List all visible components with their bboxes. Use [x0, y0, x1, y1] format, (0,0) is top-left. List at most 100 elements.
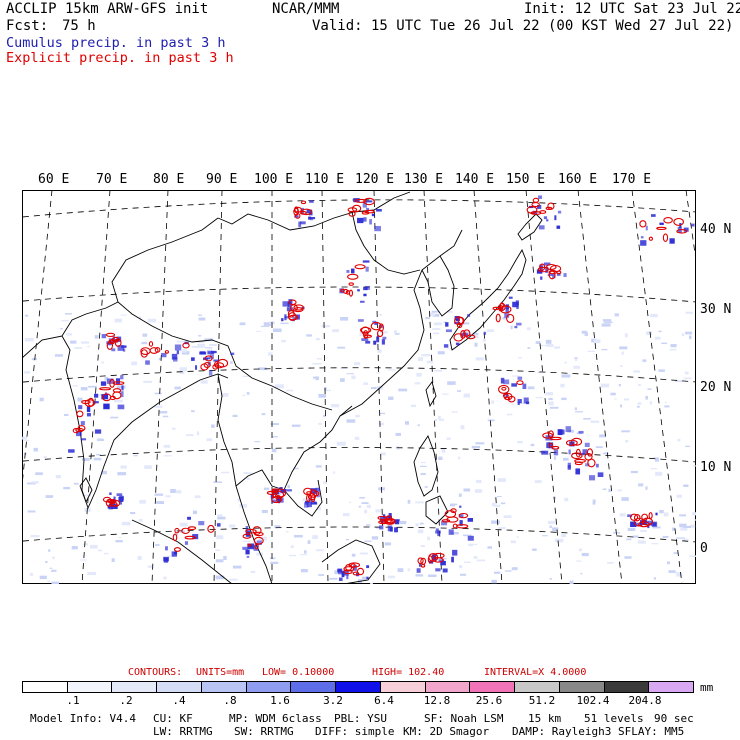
lon-label: 120 E: [355, 172, 395, 187]
cumulus-cell: [582, 449, 588, 454]
cumulus-cell: [382, 336, 387, 340]
explicit-contour: [348, 282, 354, 286]
light-precip-cell: [447, 310, 453, 313]
lon-label: 80 E: [153, 172, 185, 187]
light-precip-cell: [217, 514, 223, 517]
light-precip-cell: [470, 543, 478, 545]
light-precip-cell: [142, 333, 148, 337]
explicit-contour: [148, 341, 154, 347]
light-precip-cell: [354, 362, 361, 366]
cumulus-cell: [366, 576, 369, 580]
light-precip-cell: [507, 413, 513, 416]
cumulus-cell: [376, 208, 382, 212]
cumulus-cell: [360, 300, 365, 303]
cumulus-cell: [512, 301, 519, 308]
cumulus-cell: [543, 216, 548, 220]
light-precip-cell: [80, 387, 88, 391]
explicit-contour: [242, 533, 252, 539]
cumulus-cell: [100, 381, 107, 386]
lat-line-20n: [22, 367, 696, 383]
cumulus-cell: [306, 501, 312, 508]
light-precip-cell: [658, 330, 662, 333]
colorbar-label: 102.4: [576, 694, 610, 707]
explicit-contour: [537, 266, 549, 273]
cumulus-cell: [339, 288, 345, 294]
light-precip-cell: [583, 418, 591, 420]
light-precip-cell: [397, 520, 407, 525]
light-precip-cell: [564, 361, 567, 364]
light-precip-cell: [330, 404, 340, 408]
light-precip-cell: [163, 576, 167, 580]
light-precip-cell: [139, 316, 142, 320]
light-precip-cell: [623, 398, 630, 401]
light-precip-cell: [497, 478, 506, 482]
light-precip-cell: [98, 549, 103, 552]
light-precip-cell: [103, 552, 109, 555]
cumulus-cell: [310, 502, 318, 505]
cumulus-cell: [365, 200, 373, 203]
light-precip-cell: [446, 437, 451, 440]
cumulus-cell: [195, 365, 198, 370]
light-precip-cell: [345, 538, 350, 541]
model-info-damp: DAMP: Rayleigh3: [512, 725, 612, 738]
light-precip-cell: [510, 325, 513, 330]
explicit-contour: [354, 264, 366, 270]
explicit-contour: [99, 387, 112, 391]
light-precip-cell: [420, 461, 426, 464]
colorbar-cell: [649, 682, 694, 692]
light-precip-cell: [437, 351, 445, 355]
model-info-km: KM: 2D Smagor: [403, 725, 490, 738]
light-precip-cell: [154, 493, 164, 496]
light-precip-cell: [676, 494, 682, 498]
cumulus-cell: [640, 236, 644, 239]
explicit-contour: [347, 273, 359, 280]
light-precip-cell: [272, 328, 282, 333]
light-precip-cell: [213, 481, 222, 483]
model-title: ACCLIP 15km ARW-GFS init: [6, 1, 209, 17]
light-precip-cell: [424, 486, 428, 488]
light-precip-cell: [619, 513, 626, 517]
light-precip-cell: [432, 313, 440, 317]
light-precip-cell: [87, 572, 96, 576]
light-precip-cell: [574, 407, 578, 410]
light-precip-cell: [564, 497, 569, 502]
explicit-contour: [499, 305, 512, 314]
cumulus-cell: [373, 340, 377, 345]
explicit-contour: [72, 427, 80, 434]
light-precip-cell: [537, 371, 541, 374]
cumulus-cell: [554, 215, 557, 221]
light-precip-cell: [206, 438, 213, 442]
cumulus-cell: [304, 502, 309, 508]
cumulus-cell: [86, 412, 91, 417]
light-precip-cell: [496, 496, 502, 498]
cumulus-cell: [363, 293, 367, 297]
light-precip-cell: [121, 521, 131, 526]
light-precip-cell: [159, 411, 168, 414]
light-precip-cell: [468, 543, 474, 547]
light-precip-cell: [359, 552, 368, 555]
cumulus-cell: [565, 426, 572, 433]
explicit-contour: [81, 400, 91, 405]
light-precip-cell: [679, 523, 687, 528]
explicit-contour: [87, 397, 95, 407]
light-precip-cell: [417, 357, 424, 362]
explicit-contour: [638, 521, 650, 528]
light-precip-cell: [593, 339, 601, 344]
cumulus-cell: [78, 405, 83, 410]
light-precip-cell: [526, 327, 531, 331]
cumulus-cell: [683, 227, 689, 232]
explicit-contour: [549, 436, 562, 441]
light-precip-cell: [285, 531, 289, 533]
light-precip-cell: [434, 369, 443, 372]
light-precip-cell: [81, 458, 90, 461]
cumulus-cell: [597, 472, 604, 478]
light-precip-cell: [263, 322, 272, 326]
light-precip-cell: [274, 384, 284, 389]
light-precip-cell: [621, 497, 629, 501]
cumulus-cell: [308, 216, 312, 220]
light-precip-cell: [290, 545, 294, 549]
cumulus-cell: [310, 218, 314, 221]
light-precip-cell: [651, 543, 659, 545]
lat-label: 0: [700, 541, 708, 556]
light-precip-cell: [90, 544, 98, 549]
